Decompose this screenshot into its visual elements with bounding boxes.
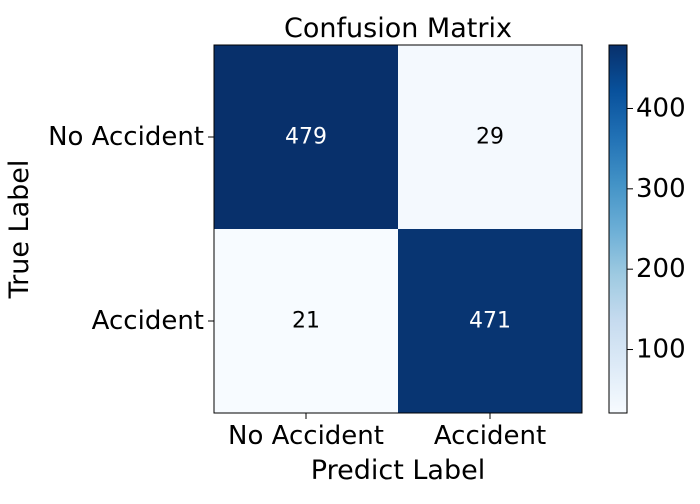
chart-title: Confusion Matrix <box>284 13 512 44</box>
colorbar-tick-label: 300 <box>636 174 686 204</box>
x-axis-ticks: No Accident Accident <box>228 413 546 451</box>
colorbar-tick-label: 200 <box>636 254 686 284</box>
heatmap-cell-labels: 479 29 21 471 <box>285 125 511 334</box>
colorbar-tick-label: 100 <box>636 335 686 365</box>
colorbar-ticks: 100 200 300 400 <box>627 93 686 365</box>
plot-frame <box>213 44 583 414</box>
x-axis-label: Predict Label <box>311 455 485 486</box>
heatmap-cell-r0-c1 <box>398 45 582 229</box>
y-tick-label: No Accident <box>48 122 204 152</box>
heatmap-cells <box>214 45 582 413</box>
colorbar <box>608 44 628 414</box>
cell-value-r0-c0: 479 <box>285 125 327 150</box>
heatmap-cell-r0-c0 <box>214 45 398 229</box>
x-tick-label: No Accident <box>228 421 384 451</box>
y-axis-ticks: No Accident Accident <box>48 122 214 336</box>
y-tick-label: Accident <box>92 306 204 336</box>
heatmap-cell-r1-c0 <box>214 229 398 413</box>
cell-value-r1-c1: 471 <box>469 309 511 334</box>
heatmap-cell-r1-c1 <box>398 229 582 413</box>
cell-value-r0-c1: 29 <box>476 125 504 150</box>
y-axis-label: True Label <box>4 160 35 300</box>
x-tick-label: Accident <box>434 421 546 451</box>
cell-value-r1-c0: 21 <box>292 309 320 334</box>
colorbar-tick-label: 400 <box>636 93 686 123</box>
